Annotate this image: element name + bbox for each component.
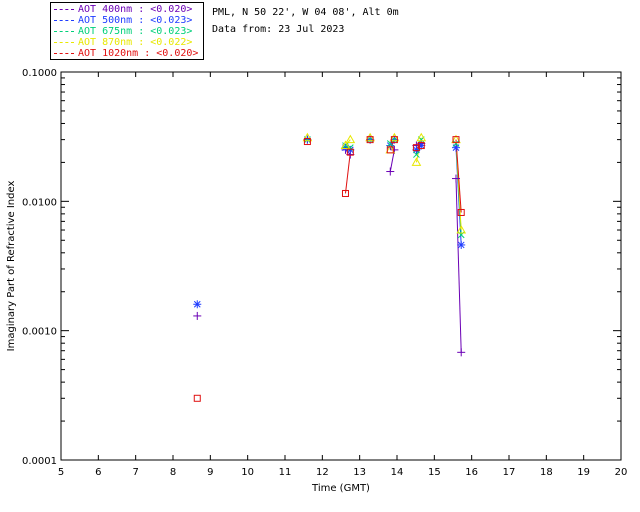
series-3-point-3: [365, 132, 375, 142]
series-3-point-5: [389, 132, 400, 142]
legend-label-400nm: AOT 400nm : <0.020>: [78, 4, 193, 15]
x-tick-label-16: 16: [465, 467, 478, 478]
x-tick-label-13: 13: [353, 467, 366, 478]
site-info: PML, N 50 22', W 04 08', Alt 0m: [212, 7, 399, 18]
series-4-point-2: [341, 189, 349, 197]
y-tick-label-0.0010: 0.0010: [22, 327, 57, 338]
series-4-point-6: [390, 136, 398, 144]
series-0-point-5: [386, 167, 395, 176]
x-tick-label-17: 17: [503, 467, 516, 478]
series-4-point-4: [366, 136, 374, 144]
series-2-point-1: [342, 142, 349, 149]
legend-line-400nm: [54, 8, 74, 10]
legend-label-675nm: AOT 675nm : <0.023>: [78, 26, 193, 37]
x-tick-label-10: 10: [241, 467, 254, 478]
series-3-point-2: [345, 134, 356, 144]
x-tick-label-6: 6: [95, 467, 101, 478]
series-4-point-9: [452, 136, 460, 144]
x-tick-label-9: 9: [207, 467, 213, 478]
legend-line-675nm: [54, 30, 74, 32]
legend-label-1020nm: AOT 1020nm : <0.020>: [78, 48, 199, 59]
series-4-point-7: [412, 144, 420, 152]
legend-entry-500nm: AOT 500nm : <0.023>: [54, 15, 192, 26]
series-4-point-10: [457, 208, 465, 216]
x-axis-label: Time (GMT): [311, 483, 370, 494]
series-1-point-0: [193, 300, 202, 309]
series-1-point-10: [457, 240, 466, 249]
series-4-segment: [389, 139, 395, 151]
legend-line-870nm: [54, 41, 74, 43]
legend-line-500nm: [54, 19, 74, 21]
series-4-point-0: [193, 394, 201, 402]
y-tick-label-0.0001: 0.0001: [22, 456, 57, 467]
legend-label-500nm: AOT 500nm : <0.023>: [78, 15, 193, 26]
y-axis-label: Imaginary Part of Refractive Index: [6, 181, 17, 352]
plot-frame: [60, 71, 622, 461]
series-3-point-0: [302, 132, 313, 142]
series-2-point-6: [413, 151, 420, 158]
x-tick-label-19: 19: [577, 467, 590, 478]
x-tick-label-7: 7: [132, 467, 138, 478]
series-1-point-9: [451, 143, 460, 152]
series-4-point-8: [417, 142, 425, 150]
x-tick-label-18: 18: [540, 467, 553, 478]
x-tick-label-11: 11: [279, 467, 292, 478]
legend-line-1020nm: [54, 52, 74, 54]
y-tick-label-0.0100: 0.0100: [22, 197, 57, 208]
series-0-point-0: [193, 311, 202, 320]
legend-label-870nm: AOT 870nm : <0.022>: [78, 37, 193, 48]
series-3-point-9: [456, 225, 467, 234]
legend-entry-400nm: AOT 400nm : <0.020>: [54, 4, 192, 15]
date-info: Data from: 23 Jul 2023: [212, 24, 345, 35]
legend-entry-1020nm: AOT 1020nm : <0.020>: [54, 48, 198, 59]
series-3-point-1: [340, 140, 351, 150]
series-2-point-8: [452, 140, 460, 147]
series-4-point-3: [346, 148, 354, 156]
x-tick-label-14: 14: [391, 467, 404, 478]
series-0-segment: [389, 149, 395, 172]
x-tick-label-15: 15: [428, 467, 441, 478]
series-3-point-6: [411, 157, 422, 166]
x-tick-label-20: 20: [615, 467, 628, 478]
legend-entry-870nm: AOT 870nm : <0.022>: [54, 37, 192, 48]
y-tick-label-0.1000: 0.1000: [22, 68, 57, 79]
series-4-segment: [455, 139, 462, 213]
series-0-segment: [455, 178, 462, 353]
legend: AOT 400nm : <0.020> AOT 500nm : <0.023> …: [50, 2, 204, 60]
series-3-point-7: [416, 132, 427, 142]
series-4-segment: [344, 152, 351, 194]
axis-ticks: 5 6 7 8 9 10 11 12 13 14 15 16 17 18 19 20 0.0001 0.0010 0…: [22, 68, 627, 478]
legend-entry-675nm: AOT 675nm : <0.023>: [54, 26, 192, 37]
data-marks: [193, 132, 467, 402]
x-tick-label-12: 12: [316, 467, 329, 478]
x-tick-label-8: 8: [170, 467, 176, 478]
series-0-point-9: [451, 174, 460, 183]
series-4-point-1: [303, 138, 311, 146]
series-0-point-10: [457, 348, 466, 357]
series-4-point-5: [386, 146, 394, 154]
x-tick-label-5: 5: [58, 467, 64, 478]
